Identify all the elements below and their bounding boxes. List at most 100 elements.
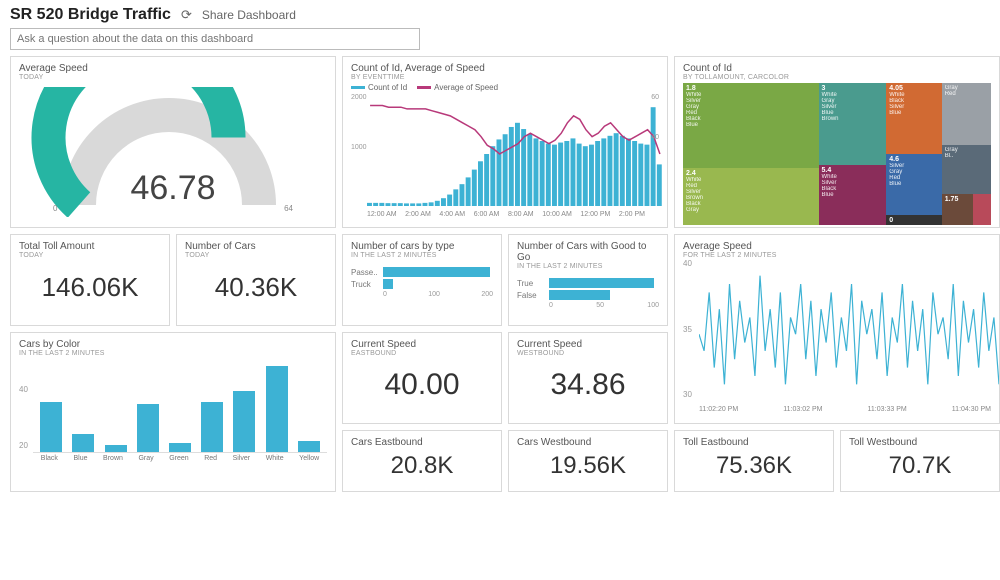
tile-subtitle: BY EVENTTIME xyxy=(351,74,659,81)
y-label: 30 xyxy=(683,390,692,399)
bar xyxy=(169,443,191,452)
tile-toll-west[interactable]: Toll Westbound 70.7K xyxy=(840,430,1000,492)
tile-average-speed-gauge[interactable]: Average Speed TODAY 46.78 0 64 xyxy=(10,56,336,228)
x-label: 8:00 AM xyxy=(508,211,534,218)
treemap-cell[interactable]: GrayBl.. xyxy=(942,145,991,193)
x-label: 10:00 AM xyxy=(542,211,572,218)
axis-label: 100 xyxy=(647,302,659,309)
kpi-value: 40.36K xyxy=(215,272,297,303)
treemap-cell[interactable]: 1.75 xyxy=(942,194,973,225)
tile-number-cars[interactable]: Number of Cars TODAY 40.36K xyxy=(176,234,336,326)
tile-current-speed-east[interactable]: Current Speed EASTBOUND 40.00 xyxy=(342,332,502,424)
y-label: 40 xyxy=(19,385,28,394)
x-label: 11:02:20 PM xyxy=(699,406,738,413)
axis-label: 0 xyxy=(549,302,553,309)
bar xyxy=(40,402,62,452)
treemap-cell[interactable]: 1.8WhiteSilverGrayRedBlackBlue xyxy=(683,83,819,168)
tile-subtitle: WESTBOUND xyxy=(517,350,659,357)
treemap-cell[interactable]: 2.4WhiteRedSilverBrownBlackGray xyxy=(683,168,819,225)
tile-subtitle: IN THE LAST 2 MINUTES xyxy=(517,263,659,270)
axis-label: 200 xyxy=(481,291,493,298)
y-right-max: 60 xyxy=(651,94,659,101)
tile-title: Toll Westbound xyxy=(849,437,991,448)
y-label: 40 xyxy=(683,259,692,268)
hbar-row: False xyxy=(517,290,659,300)
tile-current-speed-west[interactable]: Current Speed WESTBOUND 34.86 xyxy=(508,332,668,424)
bar xyxy=(298,441,320,452)
tile-title: Total Toll Amount xyxy=(19,241,161,252)
tile-count-avg-speed[interactable]: Count of Id, Average of Speed BY EVENTTI… xyxy=(342,56,668,228)
treemap-chart: 1.8WhiteSilverGrayRedBlackBlue2.4WhiteRe… xyxy=(683,83,991,225)
share-dashboard-link[interactable]: Share Dashboard xyxy=(202,8,296,22)
tile-subtitle: EASTBOUND xyxy=(351,350,493,357)
x-label: 12:00 PM xyxy=(580,211,610,218)
x-label: Gray xyxy=(138,455,153,462)
gauge-min: 0 xyxy=(53,204,57,213)
treemap-cell[interactable] xyxy=(973,194,991,225)
y-left-mid: 1000 xyxy=(351,144,367,151)
tile-toll-east[interactable]: Toll Eastbound 75.36K xyxy=(674,430,834,492)
treemap-cell[interactable]: 4.05WhiteBlackSilverBlue xyxy=(886,83,941,154)
x-label: Black xyxy=(41,455,58,462)
kpi-value: 19.56K xyxy=(550,452,626,480)
tile-subtitle: TODAY xyxy=(19,252,161,259)
x-label: 11:03:33 PM xyxy=(868,406,907,413)
x-label: Silver xyxy=(233,455,251,462)
tile-cars-by-color[interactable]: Cars by Color IN THE LAST 2 MINUTES 20 40… xyxy=(10,332,336,492)
tile-cars-west[interactable]: Cars Westbound 19.56K xyxy=(508,430,668,492)
tile-avg-speed-line[interactable]: Average Speed FOR THE LAST 2 MINUTES 303… xyxy=(674,234,1000,424)
x-label: Brown xyxy=(103,455,123,462)
x-label: 12:00 AM xyxy=(367,211,397,218)
x-label: 11:04:30 PM xyxy=(952,406,991,413)
tile-treemap[interactable]: Count of Id BY TOLLAMOUNT, CARCOLOR 1.8W… xyxy=(674,56,1000,228)
y-label: 20 xyxy=(19,441,28,450)
bar xyxy=(233,391,255,452)
tile-total-toll[interactable]: Total Toll Amount TODAY 146.06K xyxy=(10,234,170,326)
treemap-cell[interactable]: GrayRed xyxy=(942,83,991,145)
tile-subtitle: FOR THE LAST 2 MINUTES xyxy=(683,252,991,259)
tile-title: Cars Eastbound xyxy=(351,437,493,448)
tile-cars-by-type[interactable]: Number of cars by type IN THE LAST 2 MIN… xyxy=(342,234,502,326)
tile-title: Current Speed xyxy=(517,339,659,350)
bar xyxy=(201,402,223,452)
legend-bars: Count of Id xyxy=(368,83,407,92)
gauge-max: 64 xyxy=(284,204,293,213)
tile-title: Average Speed xyxy=(19,63,327,74)
kpi-value: 34.86 xyxy=(550,368,625,402)
y-left-max: 2000 xyxy=(351,94,367,101)
kpi-value: 75.36K xyxy=(716,452,792,480)
x-label: 6:00 AM xyxy=(474,211,500,218)
kpi-value: 70.7K xyxy=(889,452,952,480)
qna-input[interactable] xyxy=(10,28,420,50)
tile-subtitle: BY TOLLAMOUNT, CARCOLOR xyxy=(683,74,991,81)
tile-good-to-go[interactable]: Number of Cars with Good to Go IN THE LA… xyxy=(508,234,668,326)
x-label: Blue xyxy=(73,455,87,462)
tile-title: Cars by Color xyxy=(19,339,327,350)
tile-subtitle: IN THE LAST 2 MINUTES xyxy=(19,350,327,357)
kpi-value: 20.8K xyxy=(391,452,454,480)
tile-title: Current Speed xyxy=(351,339,493,350)
x-label: Red xyxy=(204,455,217,462)
hbar-row: True xyxy=(517,278,659,288)
hbar-row: Truck xyxy=(351,279,493,289)
page-title: SR 520 Bridge Traffic xyxy=(10,6,171,24)
x-label: 11:03:02 PM xyxy=(783,406,822,413)
tile-cars-east[interactable]: Cars Eastbound 20.8K xyxy=(342,430,502,492)
bar xyxy=(137,404,159,452)
refresh-icon[interactable]: ⟳ xyxy=(181,7,192,23)
x-label: 4:00 AM xyxy=(439,211,465,218)
axis-label: 50 xyxy=(596,302,604,309)
kpi-value: 40.00 xyxy=(384,368,459,402)
tile-title: Average Speed xyxy=(683,241,991,252)
y-right-mid: 40 xyxy=(651,134,659,141)
tile-title: Toll Eastbound xyxy=(683,437,825,448)
bar xyxy=(72,434,94,452)
tile-subtitle: TODAY xyxy=(185,252,327,259)
line-chart xyxy=(699,259,999,401)
bar xyxy=(105,445,127,452)
treemap-cell[interactable]: 0 xyxy=(886,215,941,225)
axis-label: 0 xyxy=(383,291,387,298)
treemap-cell[interactable]: 5.4WhiteSilverBlackBlue xyxy=(819,165,887,225)
combo-chart xyxy=(367,102,663,206)
treemap-cell[interactable]: 3WhiteGraySilverBlueBrown xyxy=(819,83,887,165)
